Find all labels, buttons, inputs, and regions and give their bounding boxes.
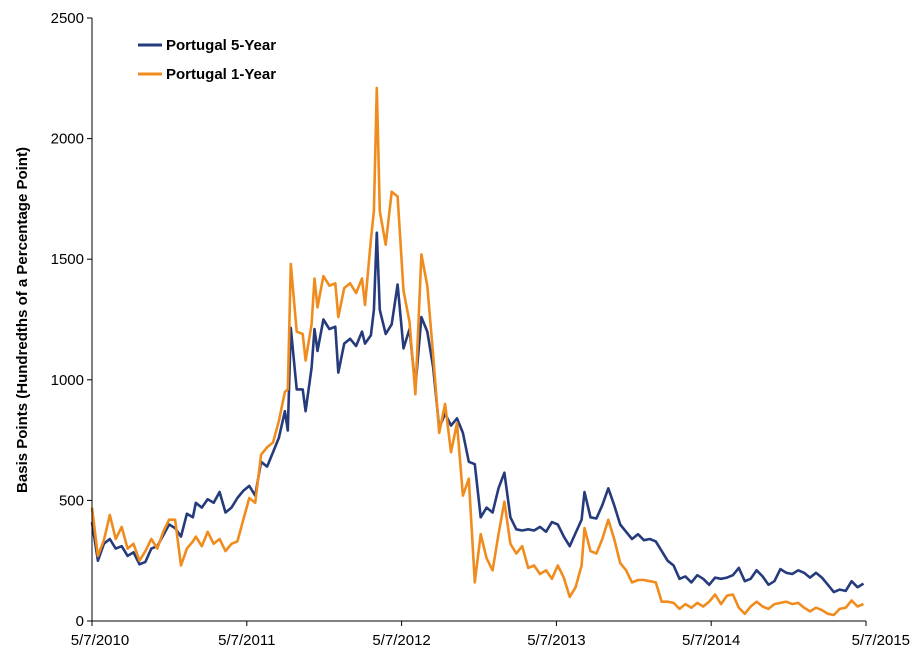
- y-tick-label: 500: [59, 492, 84, 509]
- legend-label: Portugal 1-Year: [166, 66, 276, 83]
- series-line-portugal-5-year: [90, 231, 865, 594]
- x-tick-label: 5/7/2011: [218, 632, 275, 649]
- y-axis-title: Basis Points (Hundredths of a Percentage…: [14, 147, 31, 493]
- series-line-portugal-1-year: [90, 86, 864, 617]
- x-tick-label: 5/7/2013: [527, 632, 585, 649]
- legend: Portugal 5-Year Portugal 1-Year: [138, 37, 276, 83]
- y-tick-label: 1500: [51, 251, 84, 268]
- x-tick-label: 5/7/2014: [682, 632, 740, 649]
- legend-label: Portugal 5-Year: [166, 37, 276, 54]
- x-tick-label: 5/7/2010: [71, 632, 129, 649]
- y-tick-label: 2500: [51, 10, 84, 27]
- y-tick-label: 2000: [51, 131, 84, 148]
- x-axis-ticks: 5/7/2010 5/7/2011 5/7/2012 5/7/2013 5/7/2014…: [71, 621, 910, 649]
- y-tick-label: 0: [76, 613, 84, 630]
- y-axis-ticks: 0 500 1000 1500 2000 2500: [51, 10, 92, 630]
- x-tick-label: 5/7/2012: [372, 632, 430, 649]
- y-tick-label: 1000: [51, 372, 84, 389]
- x-tick-label: 5/7/2015: [852, 632, 910, 649]
- series-layer: [90, 86, 865, 617]
